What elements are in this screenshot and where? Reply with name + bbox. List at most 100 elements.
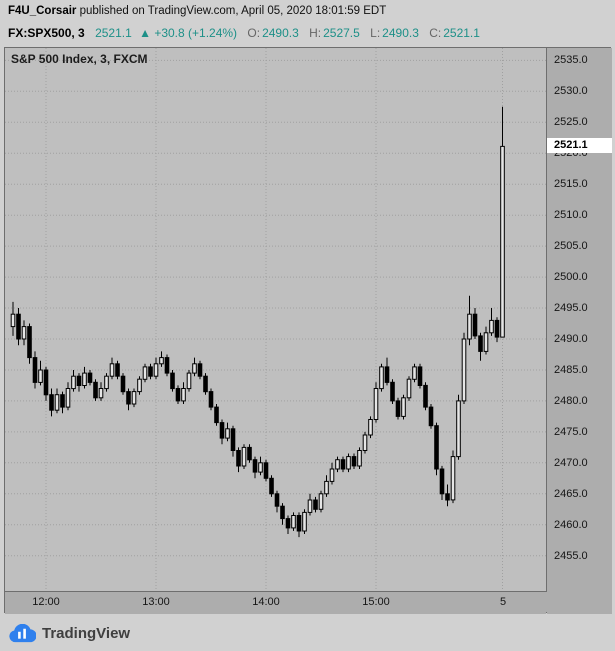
candle-up (82, 372, 87, 387)
candle-up (307, 499, 313, 513)
candle-up (368, 419, 373, 436)
candle-down (115, 363, 120, 377)
candle-up (379, 366, 384, 390)
candle-up (401, 397, 406, 417)
candle-down (423, 384, 428, 408)
price-tick-label: 2515.0 (554, 178, 588, 190)
candle-up (362, 434, 368, 451)
price-tick-label: 2475.0 (554, 426, 588, 438)
chart-title-watermark: S&P 500 Index, 3, FXCM (11, 52, 148, 66)
candle-down (219, 422, 225, 439)
candle-up (109, 363, 115, 377)
candle-down (87, 372, 93, 383)
candle-down (170, 372, 175, 390)
candle-down (252, 459, 258, 473)
candle-up (483, 332, 489, 352)
candle-up (104, 375, 109, 390)
candle-up (489, 319, 494, 334)
candle-down (16, 313, 21, 340)
candle-up (500, 145, 505, 338)
price-tick-label: 2490.0 (554, 333, 588, 345)
candle-down (247, 446, 252, 461)
candle-up (406, 378, 412, 399)
time-tick-label: 13:00 (142, 596, 170, 608)
candle-down (428, 406, 434, 427)
candle-down (164, 357, 170, 374)
candle-up (21, 326, 27, 340)
candle-up (131, 391, 137, 405)
candle-down (351, 456, 357, 467)
high-label: H: (309, 26, 322, 40)
candle-up (357, 450, 362, 467)
candlestick-canvas (5, 48, 546, 591)
time-tick-label: 15:00 (362, 596, 390, 608)
candle-up (181, 388, 186, 402)
candle-up (450, 456, 456, 501)
candle-down (274, 493, 280, 507)
candle-down (175, 388, 181, 402)
time-tick-label: 5 (499, 596, 507, 608)
price-tick-label: 2455.0 (554, 550, 588, 562)
tradingview-brand[interactable]: TradingView (8, 619, 130, 647)
candle-up (38, 369, 43, 383)
candle-up (291, 515, 296, 529)
time-axis[interactable]: 12:00 13:00 14:00 15:00 5 (5, 592, 546, 614)
low-value: 2490.3 (382, 26, 419, 40)
candle-up (153, 363, 159, 377)
candle-down (340, 459, 346, 470)
candle-down (434, 425, 439, 470)
candle-down (197, 363, 203, 377)
candle-down (494, 319, 500, 338)
candle-down (269, 477, 274, 495)
candle-up (54, 394, 60, 411)
candle-down (203, 375, 208, 393)
candle-down (472, 313, 478, 337)
author-name: F4U_Corsair (8, 5, 77, 17)
candle-down (49, 394, 54, 411)
candle-down (478, 335, 483, 352)
candle-down (417, 366, 423, 386)
candle-up (467, 313, 472, 340)
candle-down (148, 366, 153, 377)
candle-up (241, 446, 247, 467)
candle-down (60, 394, 65, 408)
candle-down (214, 406, 219, 424)
tradingview-cloud-logo-icon (9, 623, 36, 642)
candle-down (76, 375, 82, 387)
candle-down (439, 468, 445, 495)
price-tick-label: 2530.0 (554, 85, 588, 97)
candle-down (32, 357, 38, 383)
candle-up (456, 400, 461, 458)
candle-up (329, 468, 335, 482)
price-tick-label: 2500.0 (554, 271, 588, 283)
candle-up (159, 357, 164, 365)
price-tick-label: 2470.0 (554, 457, 588, 469)
time-tick-label: 14:00 (252, 596, 280, 608)
candle-down (236, 450, 241, 467)
chart-plot-area[interactable]: S&P 500 Index, 3, FXCM (5, 48, 547, 592)
candle-up (258, 462, 263, 473)
candle-down (93, 381, 98, 399)
price-axis[interactable]: 2521.1 2535.0 2530.0 2525.0 2520.0 2515.0 251… (547, 48, 612, 614)
open-label: O: (247, 26, 261, 40)
candle-down (313, 499, 318, 510)
price-chart: S&P 500 Index, 3, FXCM 2521.1 2535.0 2530… (4, 47, 612, 614)
price-tick-label: 2495.0 (554, 302, 588, 314)
candle-up (186, 372, 192, 390)
candle-up (346, 456, 351, 470)
candle-up (412, 366, 417, 380)
candle-down (120, 375, 126, 393)
candle-up (318, 493, 324, 510)
candle-up (225, 428, 230, 439)
candle-down (126, 391, 131, 405)
candle-up (71, 375, 76, 390)
price-tick-label: 2510.0 (554, 209, 588, 221)
candle-up (461, 338, 467, 402)
price-tick-label: 2460.0 (554, 519, 588, 531)
candle-up (98, 388, 104, 399)
candle-down (390, 381, 395, 402)
candle-down (445, 493, 450, 501)
price-tick-label: 2505.0 (554, 240, 588, 252)
publish-info: F4U_Corsair published on TradingView.com… (8, 5, 386, 17)
symbol-name: FX:SPX500, 3 (8, 26, 85, 40)
